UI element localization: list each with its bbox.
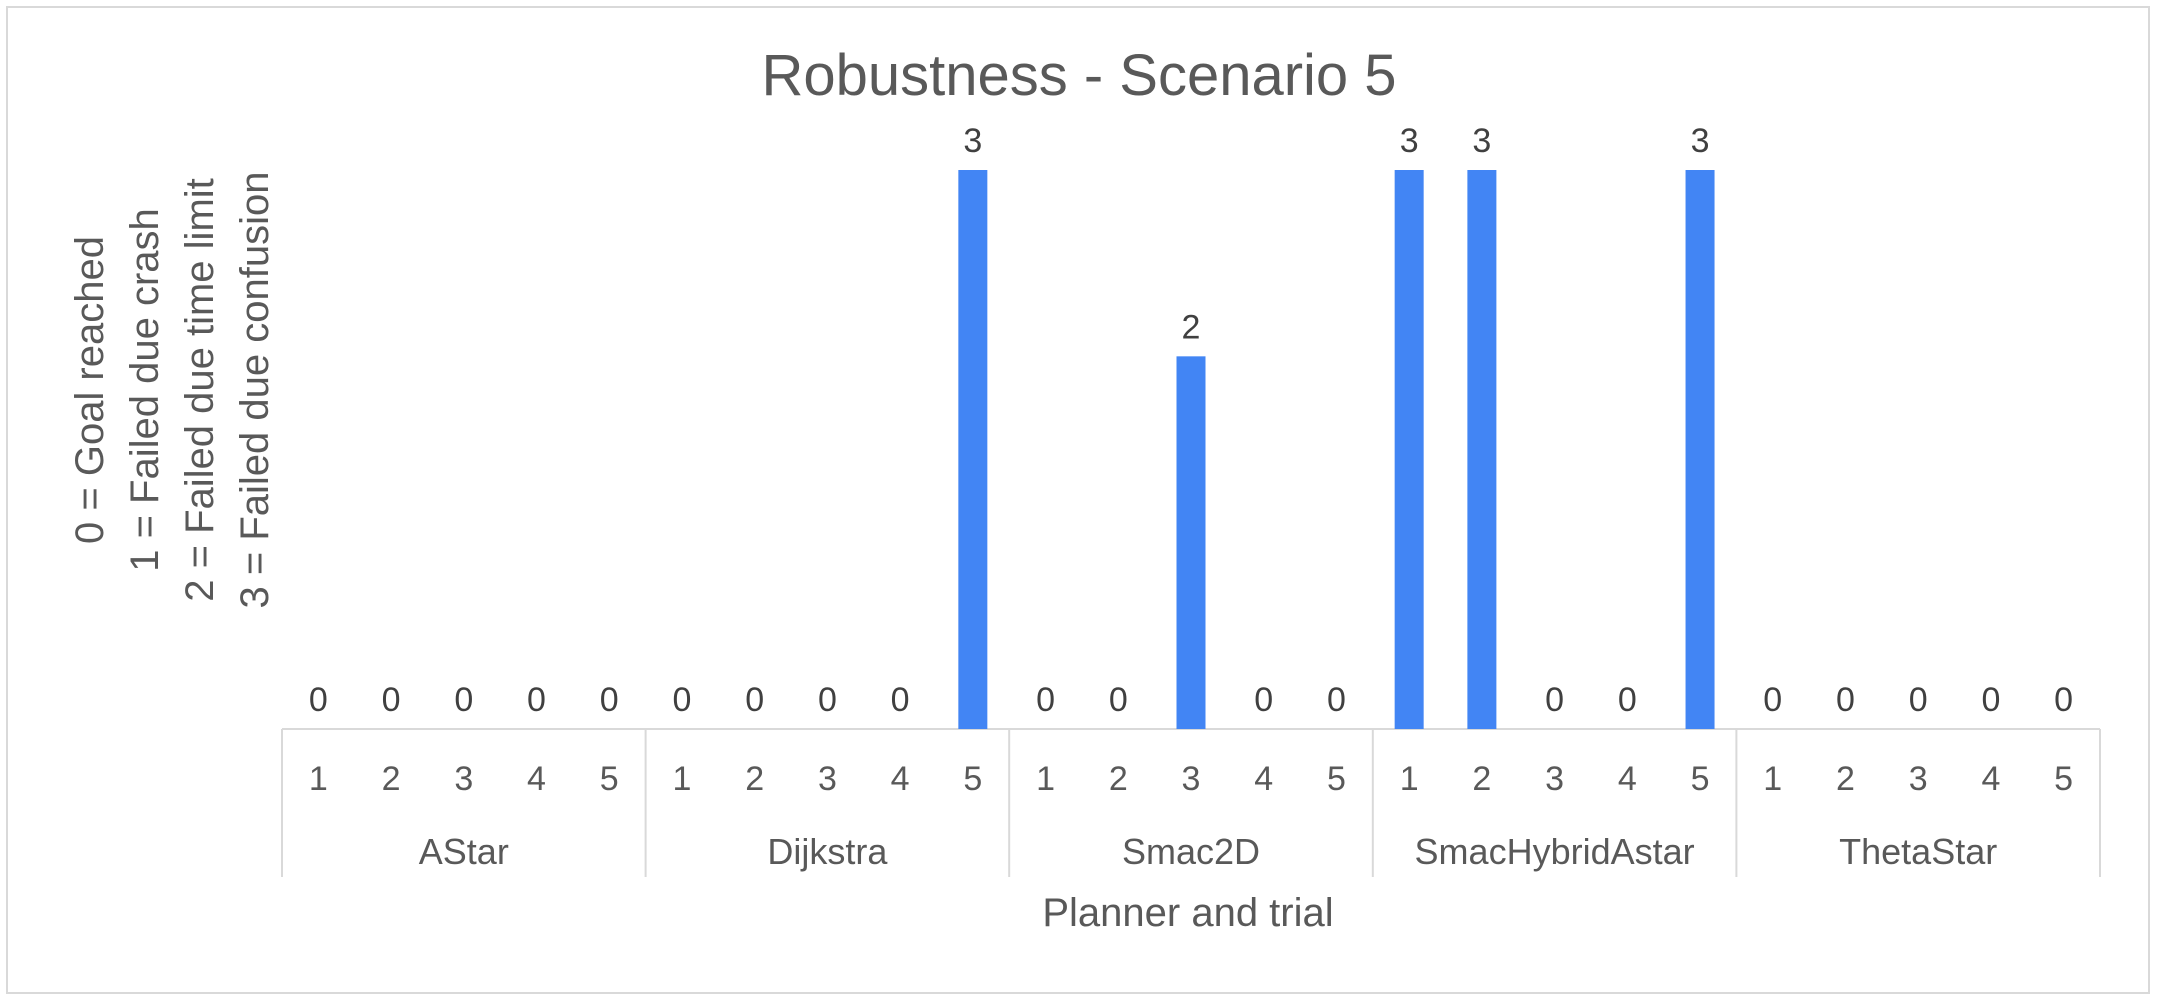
trial-tick-label: 3 bbox=[1182, 760, 1201, 798]
data-label: 3 bbox=[1691, 122, 1710, 160]
data-label: 0 bbox=[1036, 681, 1055, 719]
bar bbox=[1685, 170, 1715, 729]
trial-tick-label: 4 bbox=[1981, 760, 2000, 798]
trial-tick-label: 1 bbox=[1763, 760, 1782, 798]
trial-tick-label: 2 bbox=[745, 760, 764, 798]
trial-tick-label: 2 bbox=[1836, 760, 1855, 798]
group-label: SmacHybridAstar bbox=[1415, 831, 1695, 872]
trial-tick-label: 5 bbox=[2054, 760, 2073, 798]
chart-frame bbox=[6, 6, 2150, 994]
bar bbox=[1467, 170, 1497, 729]
data-label: 3 bbox=[1400, 122, 1419, 160]
data-label: 0 bbox=[1909, 681, 1928, 719]
data-label: 3 bbox=[1472, 122, 1491, 160]
data-label: 0 bbox=[454, 681, 473, 719]
trial-tick-label: 1 bbox=[1400, 760, 1419, 798]
data-label: 0 bbox=[382, 681, 401, 719]
data-label: 0 bbox=[1545, 681, 1564, 719]
data-label: 0 bbox=[1763, 681, 1782, 719]
trial-tick-label: 4 bbox=[527, 760, 546, 798]
data-label: 0 bbox=[1254, 681, 1273, 719]
data-labels: 0 0 0 0 0 0 0 0 0 3 0 0 2 0 0 3 3 0 0 3 0 0 0 0 0 bbox=[309, 122, 2073, 719]
data-label: 0 bbox=[891, 681, 910, 719]
trial-tick-label: 3 bbox=[818, 760, 837, 798]
trial-tick-label: 5 bbox=[1691, 760, 1710, 798]
data-label: 0 bbox=[745, 681, 764, 719]
trial-tick-label: 4 bbox=[1254, 760, 1273, 798]
trial-tick-label: 2 bbox=[1109, 760, 1128, 798]
group-label: ThetaStar bbox=[1839, 831, 1997, 872]
bars bbox=[958, 170, 1715, 729]
y-axis-label-line-3: 2 = Failed due time limit bbox=[178, 178, 222, 602]
trial-tick-label: 5 bbox=[963, 760, 982, 798]
trial-tick-label: 1 bbox=[1036, 760, 1055, 798]
trial-tick-label: 1 bbox=[672, 760, 691, 798]
trial-tick-label: 1 bbox=[309, 760, 328, 798]
x-axis-label: Planner and trial bbox=[1042, 891, 1333, 935]
group-label: AStar bbox=[419, 831, 509, 872]
data-label: 0 bbox=[600, 681, 619, 719]
data-label: 3 bbox=[963, 122, 982, 160]
chart-title: Robustness - Scenario 5 bbox=[761, 43, 1396, 108]
data-label: 0 bbox=[527, 681, 546, 719]
data-label: 0 bbox=[2054, 681, 2073, 719]
data-label: 0 bbox=[818, 681, 837, 719]
group-label: Dijkstra bbox=[767, 831, 888, 872]
data-label: 0 bbox=[672, 681, 691, 719]
data-label: 2 bbox=[1182, 308, 1201, 346]
y-axis-label-line-2: 1 = Failed due crash bbox=[123, 208, 167, 572]
data-label: 0 bbox=[1981, 681, 2000, 719]
group-label: Smac2D bbox=[1122, 831, 1260, 872]
data-label: 0 bbox=[1327, 681, 1346, 719]
bar bbox=[1176, 356, 1206, 729]
trial-tick-label: 3 bbox=[1909, 760, 1928, 798]
group-labels: AStar Dijkstra Smac2D SmacHybridAstar ThetaS… bbox=[419, 831, 1997, 872]
trial-tick-label: 2 bbox=[1472, 760, 1491, 798]
y-axis-label: 0 = Goal reached 1 = Failed due crash 2 … bbox=[68, 172, 277, 609]
bar bbox=[958, 170, 988, 729]
y-axis-label-line-1: 0 = Goal reached bbox=[68, 236, 112, 544]
trial-tick-label: 4 bbox=[891, 760, 910, 798]
trial-tick-label: 4 bbox=[1618, 760, 1637, 798]
data-label: 0 bbox=[309, 681, 328, 719]
trial-tick-label: 5 bbox=[1327, 760, 1346, 798]
trial-tick-labels: 1 2 3 4 5 1 2 3 4 5 1 2 3 4 5 1 2 3 4 5 1 2 3 4 5 bbox=[309, 760, 2073, 798]
y-axis-label-line-4: 3 = Failed due confusion bbox=[233, 172, 277, 609]
trial-tick-label: 2 bbox=[382, 760, 401, 798]
bar bbox=[1394, 170, 1424, 729]
data-label: 0 bbox=[1618, 681, 1637, 719]
trial-tick-label: 3 bbox=[1545, 760, 1564, 798]
trial-tick-label: 3 bbox=[454, 760, 473, 798]
data-label: 0 bbox=[1109, 681, 1128, 719]
trial-tick-label: 5 bbox=[600, 760, 619, 798]
data-label: 0 bbox=[1836, 681, 1855, 719]
